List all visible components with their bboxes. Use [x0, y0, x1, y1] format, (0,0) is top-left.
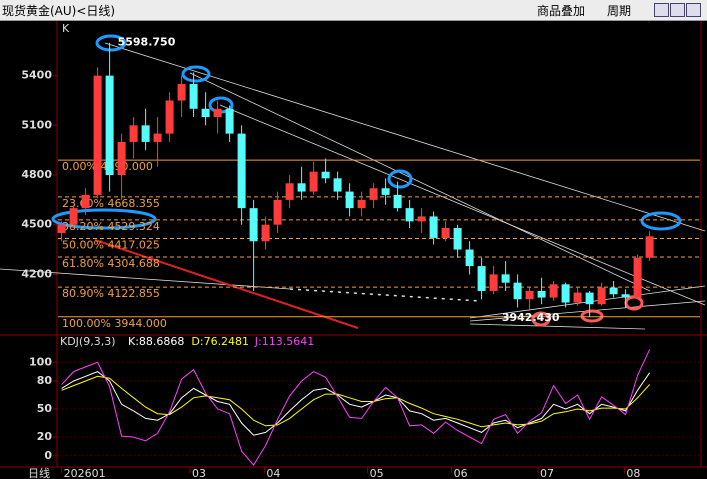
y-tick-label: 4500	[21, 218, 52, 231]
y-tick-label: 0	[44, 449, 52, 462]
candle-body	[441, 228, 450, 238]
candle-body	[117, 141, 126, 176]
candle-body	[513, 282, 522, 300]
candle-body	[393, 194, 402, 209]
candle-body	[249, 208, 258, 242]
candle-body	[561, 284, 570, 303]
candle-body	[165, 100, 174, 134]
fib-label: 80.90% 4122.855	[62, 287, 160, 300]
x-tick-label: 04	[266, 467, 280, 479]
toolbar: 现货黄金(AU)<日线) 商品叠加 周期	[0, 0, 707, 21]
candle-body	[609, 287, 618, 295]
candle-body	[537, 290, 546, 298]
x-tick-label: 08	[626, 467, 640, 479]
y-tick-label: 20	[37, 430, 53, 443]
period-button[interactable]: 周期	[607, 4, 632, 18]
legend-entry: J:113.5641	[254, 335, 314, 348]
panel-label: K	[62, 22, 70, 35]
candle-body	[357, 199, 366, 209]
fib-label: 38.20% 4529.324	[62, 220, 160, 233]
candle-body	[405, 208, 414, 222]
candle-body	[225, 108, 234, 134]
extreme-label: 3942.430	[502, 311, 560, 324]
fib-label: 50.00% 4417.025	[62, 238, 160, 251]
candle-body	[57, 224, 66, 233]
y-tick-label: 5100	[21, 118, 52, 131]
candle-body	[321, 171, 330, 179]
icon-button[interactable]	[686, 3, 701, 17]
candle-body	[273, 199, 282, 225]
x-tick-label: 03	[192, 467, 206, 479]
candle-body	[381, 188, 390, 195]
candle-body	[141, 125, 150, 142]
candle-body	[549, 284, 558, 298]
frame	[0, 21, 707, 468]
kdj-line	[61, 375, 650, 428]
fib-label: 61.80% 4304.688	[62, 257, 160, 270]
candle-body	[633, 257, 642, 298]
legend-entry: D:76.2481	[191, 335, 249, 348]
candle-body	[573, 292, 582, 303]
overlay-button[interactable]: 商品叠加	[537, 4, 586, 18]
candle-body	[333, 178, 342, 192]
candle-body	[525, 290, 534, 300]
legend-entry: K:88.6868	[128, 335, 184, 348]
candle-body	[453, 228, 462, 250]
candle-body	[69, 208, 78, 225]
candle-body	[129, 125, 138, 142]
candle-body	[345, 191, 354, 209]
y-tick-label: 4200	[21, 267, 52, 280]
indicator-title: KDJ(9,3,3)	[60, 335, 116, 348]
x-tick-label: 07	[540, 467, 554, 479]
candle-body	[153, 133, 162, 142]
kdj-line	[61, 349, 651, 466]
x-tick-label: 05	[370, 467, 384, 479]
candle-body	[177, 83, 186, 101]
extreme-label: 5598.750	[118, 36, 176, 49]
fib-label: 100.00% 3944.000	[62, 317, 167, 330]
y-tick-label: 4800	[21, 168, 52, 181]
candle-body	[81, 194, 90, 209]
candle-body	[309, 171, 318, 192]
fib-label: 23.60% 4668.355	[62, 197, 160, 210]
x-tick-label: 202601	[64, 467, 106, 479]
x-axis-label: 日线	[28, 466, 50, 479]
candle-body	[213, 108, 222, 118]
candle-body	[189, 83, 198, 109]
kdj-line	[61, 371, 651, 436]
candle-body	[501, 274, 510, 283]
candle-body	[297, 183, 306, 192]
candle-body	[597, 287, 606, 305]
candle-body	[465, 249, 474, 267]
y-tick-label: 5400	[21, 69, 52, 82]
candle-body	[285, 183, 294, 200]
candle-body	[261, 224, 270, 242]
candle-body	[369, 188, 378, 200]
candle-body	[105, 75, 114, 176]
candle-body	[237, 133, 246, 209]
y-tick-label: 50	[37, 402, 53, 415]
y-tick-label: 80	[37, 374, 53, 387]
candle-body	[621, 294, 630, 298]
y-tick-label: 100	[29, 355, 52, 368]
candle-body	[489, 274, 498, 291]
candle-body	[201, 108, 210, 118]
title: 现货黄金(AU)<日线)	[2, 4, 116, 18]
icon-button[interactable]	[670, 3, 685, 17]
x-tick-label: 06	[454, 467, 468, 479]
candle-body	[429, 216, 438, 238]
candle-body	[645, 236, 654, 258]
candle-body	[477, 266, 486, 291]
candle-body	[93, 75, 102, 195]
icon-button[interactable]	[654, 3, 669, 17]
candle-body	[417, 216, 426, 222]
candle-body	[585, 292, 594, 305]
